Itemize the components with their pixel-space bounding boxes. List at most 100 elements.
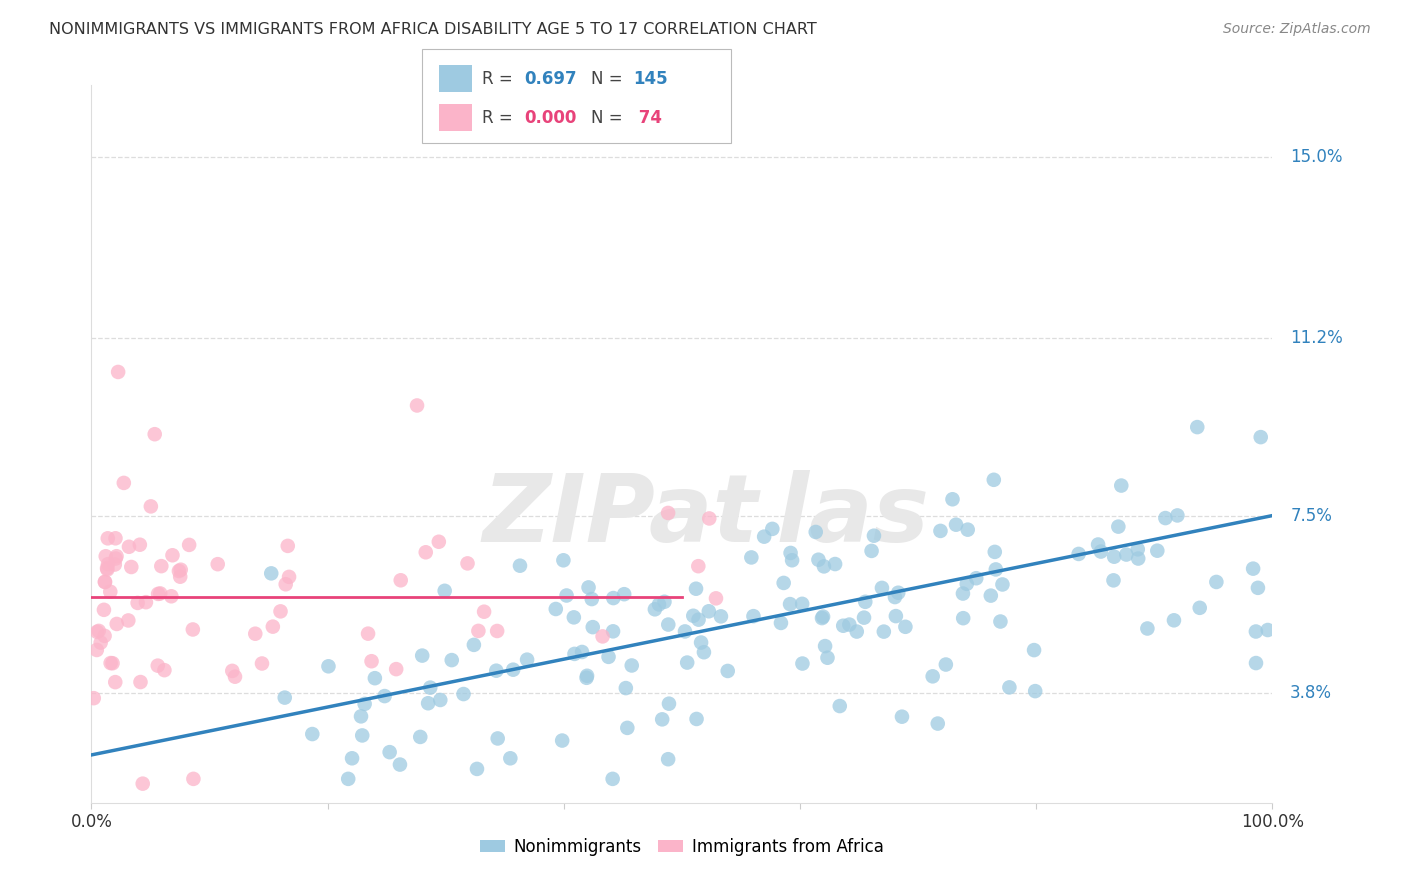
Text: 74: 74 bbox=[633, 109, 662, 127]
Point bbox=[1244, 656, 1267, 670]
Point bbox=[467, 624, 489, 638]
Text: 15.0%: 15.0% bbox=[1291, 147, 1343, 166]
Point bbox=[150, 559, 173, 574]
Point bbox=[780, 553, 803, 567]
Point bbox=[274, 690, 297, 705]
Point bbox=[415, 545, 437, 559]
Point bbox=[364, 671, 387, 685]
Point bbox=[551, 733, 574, 747]
Point bbox=[183, 772, 205, 786]
Point bbox=[94, 574, 117, 589]
Text: R =: R = bbox=[482, 109, 513, 127]
Point bbox=[135, 595, 157, 609]
Point bbox=[779, 546, 801, 560]
Point bbox=[406, 399, 429, 413]
Point bbox=[984, 562, 1007, 576]
Point bbox=[792, 597, 814, 611]
Point bbox=[921, 669, 943, 683]
Point bbox=[162, 548, 184, 562]
Text: ZIPat las: ZIPat las bbox=[482, 469, 929, 562]
Point bbox=[807, 552, 830, 566]
Point bbox=[884, 609, 907, 624]
Point bbox=[146, 587, 169, 601]
Point bbox=[616, 721, 638, 735]
Point bbox=[1205, 574, 1227, 589]
Point bbox=[935, 657, 957, 672]
Point bbox=[277, 539, 299, 553]
Point bbox=[891, 709, 914, 723]
Point bbox=[93, 629, 115, 643]
Point bbox=[752, 530, 775, 544]
Point bbox=[96, 562, 118, 576]
Point bbox=[385, 662, 408, 676]
Point bbox=[657, 506, 679, 520]
Point bbox=[83, 691, 105, 706]
Point bbox=[592, 629, 614, 643]
Point bbox=[1163, 613, 1185, 627]
Point bbox=[927, 716, 949, 731]
Point bbox=[509, 558, 531, 573]
Point bbox=[389, 574, 412, 588]
Point bbox=[1102, 549, 1125, 564]
Point bbox=[96, 561, 118, 575]
Point bbox=[602, 772, 624, 786]
Point bbox=[1087, 537, 1109, 551]
Point bbox=[887, 586, 910, 600]
Point bbox=[260, 566, 283, 581]
Point bbox=[688, 613, 710, 627]
Point bbox=[929, 524, 952, 538]
Point bbox=[1102, 574, 1125, 588]
Point bbox=[682, 608, 704, 623]
Point bbox=[516, 653, 538, 667]
Point bbox=[132, 777, 155, 791]
Point bbox=[1241, 561, 1264, 575]
Point bbox=[688, 559, 710, 574]
Point bbox=[651, 712, 673, 726]
Point bbox=[1187, 420, 1209, 434]
Point bbox=[129, 675, 152, 690]
Point bbox=[465, 762, 488, 776]
Point bbox=[118, 540, 141, 554]
Text: 145: 145 bbox=[633, 70, 668, 87]
Point bbox=[1128, 551, 1150, 566]
Point bbox=[602, 624, 624, 639]
Point bbox=[983, 473, 1005, 487]
Point bbox=[167, 564, 190, 578]
Point bbox=[352, 728, 374, 742]
Point bbox=[440, 653, 463, 667]
Text: 7.5%: 7.5% bbox=[1291, 507, 1331, 524]
Point bbox=[388, 757, 411, 772]
Point bbox=[128, 538, 150, 552]
Point bbox=[1146, 543, 1168, 558]
Point bbox=[1257, 623, 1279, 637]
Point bbox=[598, 649, 620, 664]
Point bbox=[870, 581, 893, 595]
Text: Source: ZipAtlas.com: Source: ZipAtlas.com bbox=[1223, 22, 1371, 37]
Point bbox=[742, 609, 765, 624]
Point bbox=[105, 616, 128, 631]
Point bbox=[453, 687, 475, 701]
Point bbox=[94, 574, 117, 589]
Point bbox=[553, 553, 575, 567]
Point bbox=[1188, 600, 1211, 615]
Point bbox=[581, 592, 603, 607]
Point bbox=[221, 664, 243, 678]
Point bbox=[804, 524, 827, 539]
Point bbox=[499, 751, 522, 765]
Point bbox=[429, 693, 451, 707]
Point bbox=[894, 620, 917, 634]
Point bbox=[318, 659, 340, 673]
Point bbox=[693, 645, 716, 659]
Point bbox=[1244, 624, 1267, 639]
Point bbox=[657, 752, 679, 766]
Point bbox=[952, 586, 974, 600]
Point bbox=[262, 620, 284, 634]
Point bbox=[97, 557, 120, 571]
Point bbox=[433, 583, 456, 598]
Point bbox=[1247, 581, 1270, 595]
Point bbox=[654, 595, 676, 609]
Point bbox=[544, 602, 567, 616]
Point bbox=[353, 697, 375, 711]
Point bbox=[824, 557, 846, 571]
Text: 3.8%: 3.8% bbox=[1291, 683, 1331, 702]
